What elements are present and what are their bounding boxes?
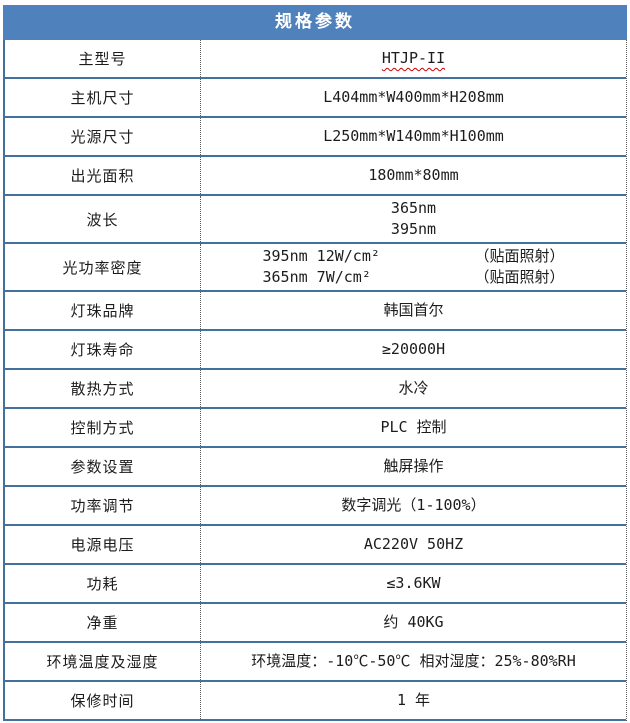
spec-row: 光源尺寸 L250mm*W140mm*H100mm	[5, 118, 626, 157]
spec-row: 灯珠品牌 韩国首尔	[5, 292, 626, 331]
row-label: 功耗	[5, 565, 201, 602]
row-label: 波长	[5, 196, 201, 242]
row-value: 环境温度：-10℃-50℃ 相对湿度：25%-80%RH	[201, 643, 626, 680]
row-value-text: 约 40KG	[383, 613, 444, 631]
row-value-line: 395nm 12W/cm² （贴面照射）	[263, 246, 565, 267]
row-value-text: 180mm*80mm	[368, 166, 459, 184]
spec-row: 散热方式 水冷	[5, 370, 626, 409]
spec-row: 主型号 HTJP-II	[5, 40, 626, 79]
spec-row: 灯珠寿命 ≥20000H	[5, 331, 626, 370]
row-label: 光源尺寸	[5, 118, 201, 155]
spec-row: 波长 365nm 395nm	[5, 196, 626, 244]
row-value-text: 1 年	[396, 691, 431, 709]
row-label: 散热方式	[5, 370, 201, 407]
spec-row: 控制方式 PLC 控制	[5, 409, 626, 448]
row-label: 电源电压	[5, 526, 201, 563]
value-right: （贴面照射）	[474, 247, 565, 265]
value-left: 395nm 12W/cm²	[262, 247, 380, 265]
row-label: 功率调节	[5, 487, 201, 524]
row-value: 180mm*80mm	[201, 157, 626, 194]
spec-row: 功率调节 数字调光（1-100%）	[5, 487, 626, 526]
row-label: 保修时间	[5, 682, 201, 719]
row-value-line: 395nm	[390, 220, 437, 238]
row-value-text: 韩国首尔	[383, 301, 444, 319]
row-value-text: 水冷	[398, 379, 429, 397]
spec-row: 保修时间 1 年	[5, 682, 626, 721]
row-value-line: 365nm	[390, 199, 437, 217]
row-value-text: L404mm*W400mm*H208mm	[323, 88, 504, 106]
row-value: ≥20000H	[201, 331, 626, 368]
row-label: 主机尺寸	[5, 79, 201, 116]
value-right: （贴面照射）	[474, 268, 565, 286]
spec-table: 主型号 HTJP-II 主机尺寸 L404mm*W400mm*H208mm 光源尺寸 L2…	[3, 40, 627, 721]
spec-row: 主机尺寸 L404mm*W400mm*H208mm	[5, 79, 626, 118]
row-value-text: ≤3.6KW	[386, 574, 441, 592]
row-value-text: AC220V 50HZ	[363, 535, 464, 553]
row-value: AC220V 50HZ	[201, 526, 626, 563]
row-value: 395nm 12W/cm² （贴面照射） 365nm 7W/cm² （贴面照射）	[201, 244, 626, 290]
row-value-text: ≥20000H	[381, 340, 446, 358]
row-value-text: 环境温度：-10℃-50℃ 相对湿度：25%-80%RH	[251, 652, 576, 670]
row-label: 主型号	[5, 40, 201, 77]
row-value: L250mm*W140mm*H100mm	[201, 118, 626, 155]
row-value-text: PLC 控制	[380, 418, 447, 436]
row-label: 控制方式	[5, 409, 201, 446]
spec-row: 净重 约 40KG	[5, 604, 626, 643]
row-label: 灯珠寿命	[5, 331, 201, 368]
row-label: 灯珠品牌	[5, 292, 201, 329]
row-value-text: 触屏操作	[383, 457, 444, 475]
row-value: PLC 控制	[201, 409, 626, 446]
row-value-text: 数字调光（1-100%）	[341, 496, 486, 514]
row-value: 触屏操作	[201, 448, 626, 485]
row-value: HTJP-II	[201, 40, 626, 77]
spec-row: 电源电压 AC220V 50HZ	[5, 526, 626, 565]
row-label: 净重	[5, 604, 201, 641]
spec-row: 功耗 ≤3.6KW	[5, 565, 626, 604]
row-label: 光功率密度	[5, 244, 201, 290]
spec-sheet: 规格参数 主型号 HTJP-II 主机尺寸 L404mm*W400mm*H208mm 光…	[3, 5, 627, 721]
row-value: 1 年	[201, 682, 626, 719]
row-value: 约 40KG	[201, 604, 626, 641]
row-value-text: L250mm*W140mm*H100mm	[323, 127, 504, 145]
spec-row: 环境温度及湿度 环境温度：-10℃-50℃ 相对湿度：25%-80%RH	[5, 643, 626, 682]
row-value: 韩国首尔	[201, 292, 626, 329]
row-label: 参数设置	[5, 448, 201, 485]
row-value: 水冷	[201, 370, 626, 407]
row-value-line: 365nm 7W/cm² （贴面照射）	[263, 267, 565, 288]
spec-row: 参数设置 触屏操作	[5, 448, 626, 487]
row-label: 环境温度及湿度	[5, 643, 201, 680]
row-label: 出光面积	[5, 157, 201, 194]
table-title: 规格参数	[3, 5, 627, 40]
row-value: ≤3.6KW	[201, 565, 626, 602]
row-value: L404mm*W400mm*H208mm	[201, 79, 626, 116]
row-value-text-spellcheck: HTJP-II	[381, 49, 446, 67]
row-value: 数字调光（1-100%）	[201, 487, 626, 524]
spec-row: 光功率密度 395nm 12W/cm² （贴面照射） 365nm 7W/cm² （贴面照…	[5, 244, 626, 292]
spec-row: 出光面积 180mm*80mm	[5, 157, 626, 196]
row-value: 365nm 395nm	[201, 196, 626, 242]
value-left: 365nm 7W/cm²	[262, 268, 371, 286]
